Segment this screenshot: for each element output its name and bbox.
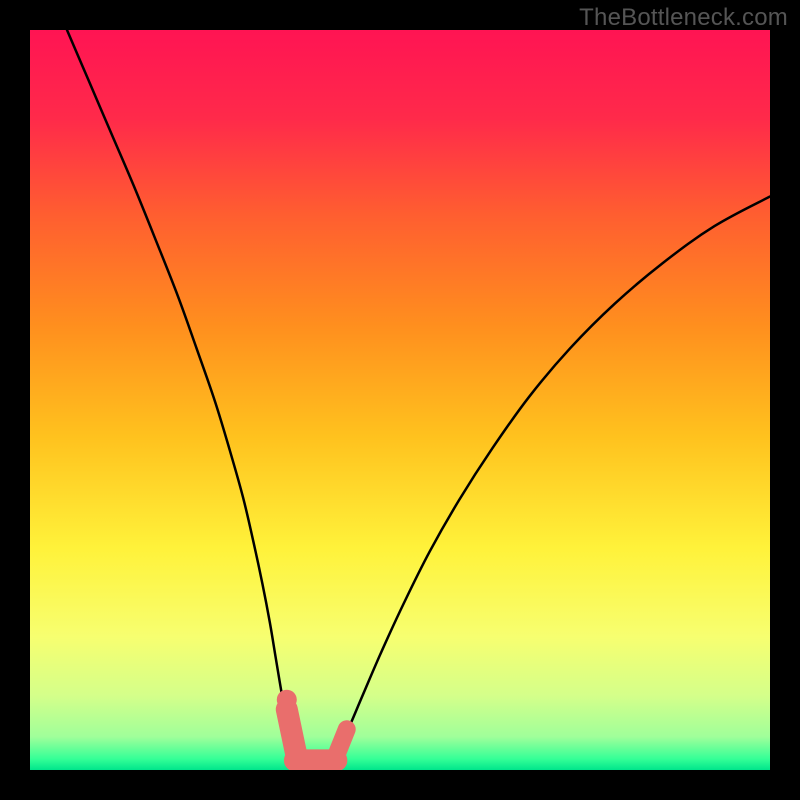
plot-area xyxy=(30,30,770,770)
watermark-text: TheBottleneck.com xyxy=(579,4,788,32)
highlight-marker xyxy=(277,690,347,761)
chart-frame: TheBottleneck.com xyxy=(0,0,800,800)
curve-layer xyxy=(30,30,770,770)
curve-right xyxy=(336,197,770,756)
curve-left xyxy=(67,30,296,755)
